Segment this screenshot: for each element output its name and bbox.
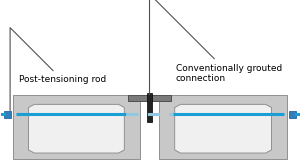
Text: Conventionally grouted
connection: Conventionally grouted connection [149, 0, 282, 95]
Bar [147, 93, 152, 122]
Polygon shape [128, 95, 171, 101]
Bar [4, 111, 11, 118]
Polygon shape [175, 104, 271, 153]
Polygon shape [29, 104, 124, 153]
Bar [289, 111, 296, 118]
Polygon shape [159, 95, 287, 159]
Text: Post-tensioning rod: Post-tensioning rod [10, 28, 106, 111]
Polygon shape [13, 95, 140, 159]
